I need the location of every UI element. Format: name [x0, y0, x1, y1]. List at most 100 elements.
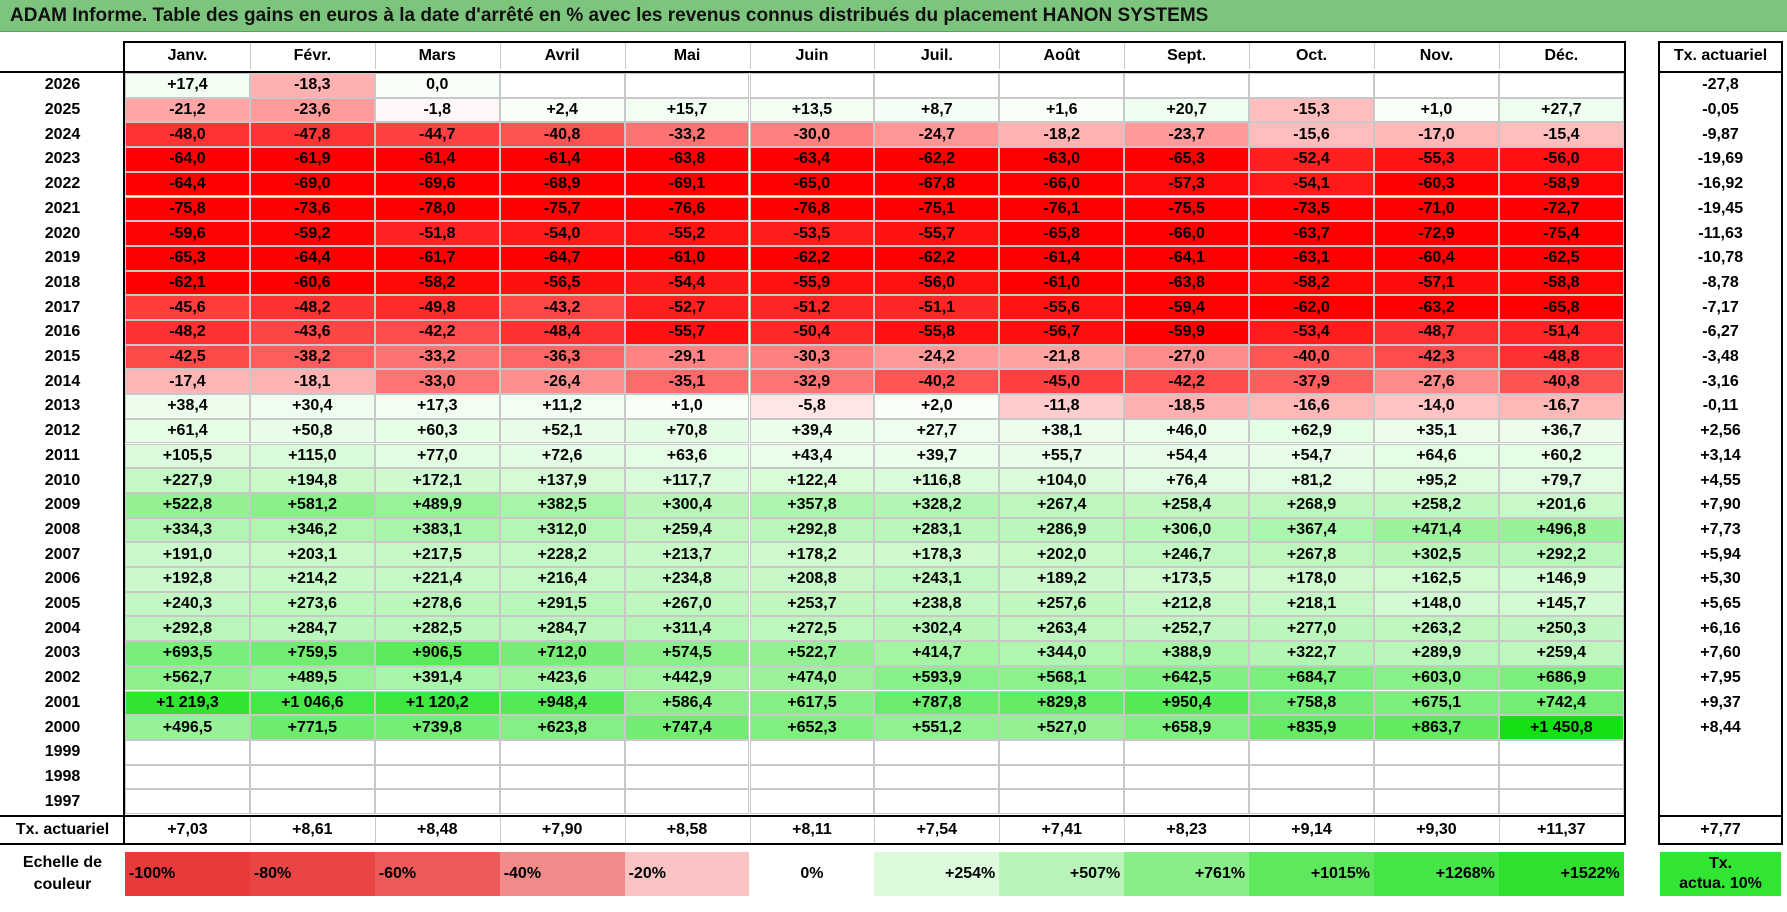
table-cell: -68,9: [499, 171, 625, 197]
table-cell: +38,4: [125, 394, 250, 419]
ta-value: [1660, 740, 1781, 765]
table-cell: [999, 739, 1125, 765]
ta-value: +7,90: [1700, 496, 1741, 514]
table-cell: -64,0: [125, 147, 250, 172]
table-cell: -63,2: [1374, 295, 1499, 320]
table-cell: +771,5: [249, 715, 375, 740]
table-cell: [249, 739, 375, 765]
table-cell: -62,0: [1249, 295, 1374, 320]
ta-value: -0,11: [1702, 397, 1739, 415]
table-cell: +568,1: [999, 665, 1125, 691]
table-cell: [624, 764, 750, 790]
table-cell: +54,4: [1124, 443, 1250, 469]
table-cell: [749, 789, 875, 814]
table-cell: +203,1: [249, 542, 375, 567]
table-cell: +950,4: [1124, 690, 1250, 716]
table-cell: -51,1: [874, 295, 1000, 320]
table-cell: -38,2: [249, 344, 375, 370]
month-header-9: Sept.: [1167, 47, 1207, 64]
ta-value: +4,55: [1700, 471, 1741, 489]
table-cell: +221,4: [374, 567, 500, 592]
table-cell: -48,4: [499, 320, 625, 345]
month-header-2: Févr.: [293, 47, 332, 64]
table-cell: +253,7: [749, 591, 875, 617]
table-cell: +278,6: [374, 591, 500, 617]
table-cell: -48,0: [125, 122, 250, 148]
table-cell: -35,1: [624, 369, 750, 395]
table-cell: -57,3: [1124, 171, 1250, 197]
table-cell: -59,6: [125, 221, 250, 246]
table-cell: +208,8: [749, 567, 875, 592]
table-cell: +712,0: [499, 641, 625, 666]
ta-left-rule: [1658, 41, 1660, 845]
year-label: 2005: [44, 595, 81, 613]
table-cell: -78,0: [374, 196, 500, 222]
chart-title: ADAM Informe. Table des gains en euros à…: [10, 5, 1209, 26]
table-cell: +357,8: [749, 492, 875, 518]
table-cell: +522,7: [749, 641, 875, 666]
table-cell: -76,1: [999, 196, 1125, 222]
footer-ta: +7,77: [1700, 821, 1741, 838]
table-cell: [1374, 789, 1499, 814]
year-label: 2017: [44, 298, 81, 316]
ta-value: +5,65: [1700, 595, 1741, 613]
table-cell: [374, 764, 500, 790]
table-cell: -55,7: [624, 320, 750, 345]
table-cell: [499, 789, 625, 814]
column-divider: [624, 817, 626, 843]
table-cell: [1374, 739, 1499, 765]
table-cell: +36,7: [1498, 418, 1624, 444]
table-cell: +30,4: [249, 394, 375, 419]
table-cell: -65,8: [1498, 295, 1624, 320]
table-cell: +1 046,6: [249, 690, 375, 716]
table-cell: -53,5: [749, 221, 875, 246]
ta-value: -3,48: [1702, 348, 1739, 366]
table-cell: +489,9: [374, 492, 500, 518]
table-cell: +739,8: [374, 715, 500, 740]
table-cell: +292,8: [125, 616, 250, 642]
year-label: 2023: [44, 150, 81, 168]
table-cell: +148,0: [1374, 591, 1499, 617]
table-cell: +178,2: [749, 542, 875, 567]
month-header-4: Avril: [544, 47, 580, 64]
table-cell: -56,0: [1498, 147, 1624, 172]
month-header-11: Nov.: [1419, 47, 1454, 64]
table-cell: -61,0: [999, 270, 1125, 296]
table-cell: +289,9: [1374, 641, 1499, 666]
ta-footer-bottom-rule: [1658, 843, 1783, 845]
ta-value: -0,05: [1702, 101, 1739, 119]
table-cell: +835,9: [1249, 715, 1374, 740]
table-cell: +684,7: [1249, 665, 1374, 691]
column-divider: [1374, 43, 1375, 69]
year-label: 2014: [44, 372, 81, 390]
table-cell: +603,0: [1374, 665, 1499, 691]
column-divider: [874, 817, 876, 843]
column-divider: [374, 817, 376, 843]
table-cell: +216,4: [499, 567, 625, 592]
table-cell: -62,2: [749, 245, 875, 271]
table-cell: +11,2: [499, 394, 625, 419]
table-cell: +243,1: [874, 567, 1000, 592]
table-cell: +551,2: [874, 715, 1000, 740]
table-cell: -73,5: [1249, 196, 1374, 222]
table-cell: -14,0: [1374, 394, 1499, 419]
table-cell: -62,2: [874, 245, 1000, 271]
table-cell: +267,0: [624, 591, 750, 617]
table-cell: +312,0: [499, 517, 625, 543]
title-bar: ADAM Informe. Table des gains en euros à…: [0, 0, 1787, 32]
scale-label-line1: Echelle de: [22, 854, 103, 871]
table-cell: +146,9: [1498, 567, 1624, 592]
table-cell: [499, 73, 625, 98]
month-header-12: Déc.: [1544, 47, 1579, 64]
table-cell: -43,2: [499, 295, 625, 320]
table-cell: [1374, 764, 1499, 790]
table-cell: +250,3: [1498, 616, 1624, 642]
ta-data-bottom-rule: [1658, 815, 1783, 817]
table-cell: [749, 739, 875, 765]
table-cell: [1124, 73, 1250, 98]
table-cell: [1249, 739, 1374, 765]
column-divider: [1498, 817, 1500, 843]
table-cell: +81,2: [1249, 468, 1374, 493]
table-cell: +267,8: [1249, 542, 1374, 567]
table-cell: +13,5: [749, 97, 875, 123]
